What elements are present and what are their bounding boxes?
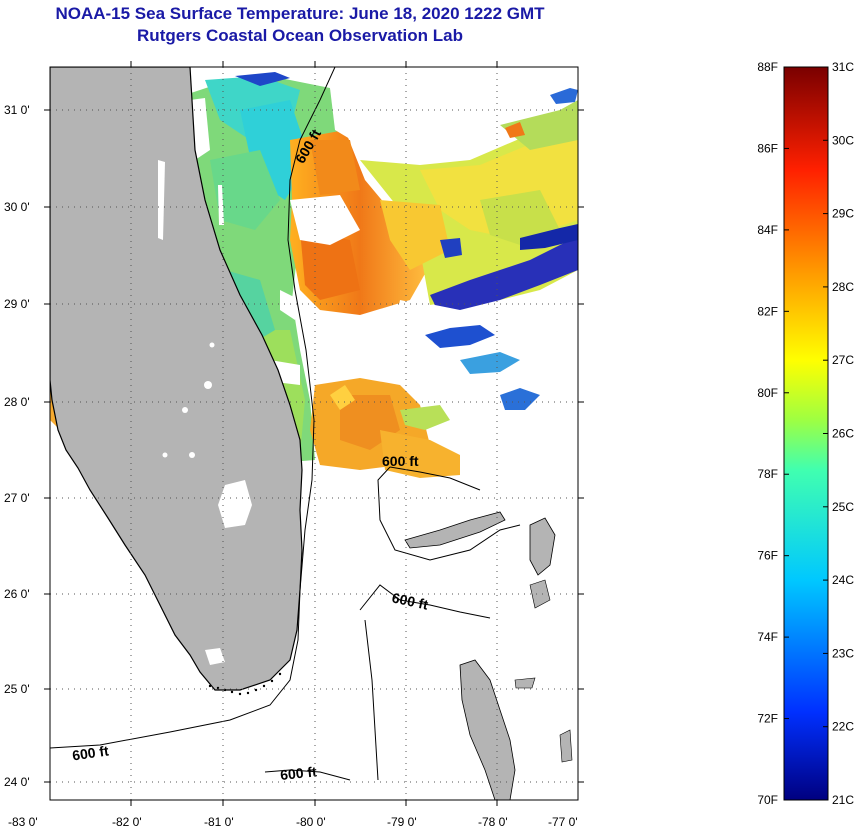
lat-tick-label: 27 0' [4,491,30,505]
colorbar-f-label: 70F [757,793,778,807]
colorbar-f-label: 82F [757,304,778,318]
map-panel: 600 ft 600 ft 600 ft 600 ft 600 ft [50,67,578,800]
axis-ticks [44,61,584,806]
depth-contours [50,67,521,781]
colorbar-c-label: 24C [832,573,854,587]
lat-tick-label: 31 0' [4,103,30,117]
contour-label: 600 ft [71,742,110,763]
lon-tick-label: -83 0' [8,815,38,829]
colorbar-c-label: 21C [832,793,854,807]
abaco [529,517,556,576]
colorbar-c-label: 22C [832,720,854,734]
colorbar-f-label: 80F [757,386,778,400]
colorbar-c-label: 28C [832,280,854,294]
colorbar-f-label: 74F [757,630,778,644]
lon-tick-label: -78 0' [478,815,508,829]
colorbar-c-label: 31C [832,60,854,74]
colorbar-f-label: 78F [757,467,778,481]
lat-tick-label: 28 0' [4,395,30,409]
contour-label: 600 ft [391,589,430,612]
lon-tick-label: -80 0' [296,815,326,829]
contour-label: 600 ft [382,453,419,469]
latitude-labels: 31 0' 30 0' 29 0' 28 0' 27 0' 26 0' 25 0… [4,103,30,789]
colorbar: 88F 86F 84F 82F 80F 78F 76F 74F 72F 70F 31C 30C 29C… [757,60,854,807]
colorbar-f-label: 84F [757,223,778,237]
longitude-labels: -83 0' -82 0' -81 0' -80 0' -79 0' -78 0… [8,815,578,829]
lat-tick-label: 29 0' [4,297,30,311]
colorbar-c-label: 25C [832,500,854,514]
map-frame [49,66,579,801]
lon-tick-label: -77 0' [548,815,578,829]
colorbar-c-label: 23C [832,646,854,660]
colorbar-c-label: 26C [832,427,854,441]
graticule [50,67,578,800]
sst-data-layer [50,72,578,478]
colorbar-f-label: 86F [757,141,778,155]
lon-tick-label: -82 0' [112,815,142,829]
lat-tick-label: 30 0' [4,200,30,214]
lat-tick-label: 26 0' [4,587,30,601]
lon-tick-label: -79 0' [387,815,417,829]
florida-peninsula [50,67,303,691]
colorbar-c-label: 27C [832,353,854,367]
andros [459,659,516,800]
map-title: NOAA-15 Sea Surface Temperature: June 18… [55,4,545,23]
colorbar-c-label: 29C [832,207,854,221]
lat-tick-label: 25 0' [4,682,30,696]
colorbar-f-label: 76F [757,549,778,563]
lat-tick-label: 24 0' [4,775,30,789]
grand-bahama [404,511,506,549]
colorbar-f-label: 88F [757,60,778,74]
contour-label: 600 ft [279,763,317,783]
colorbar-c-label: 30C [832,133,854,147]
colorbar-f-label: 72F [757,712,778,726]
lon-tick-label: -81 0' [204,815,234,829]
map-subtitle: Rutgers Coastal Ocean Observation Lab [137,26,463,45]
colorbar-scale [783,66,829,801]
